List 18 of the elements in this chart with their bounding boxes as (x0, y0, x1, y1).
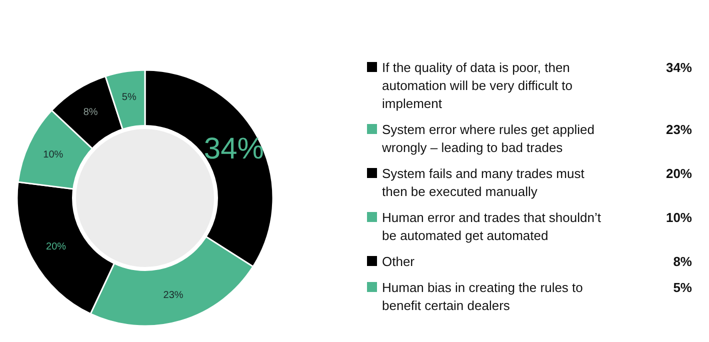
legend-label: Other (382, 254, 416, 269)
text: 10% (666, 210, 692, 225)
data-label: 10% (43, 149, 64, 160)
legend-label: Human bias in creating the rules to benefit certain dealers (382, 280, 583, 313)
data-label: 20% (46, 241, 66, 252)
legend-label: Human error and trades that shouldn’t be automated get automated (382, 210, 602, 243)
text: 5% (673, 280, 692, 295)
text: 34% (666, 60, 692, 75)
data-label: 5% (122, 92, 136, 104)
data-label: 34% (204, 132, 264, 166)
text: 23% (666, 122, 692, 137)
text: 8% (673, 254, 692, 269)
data-label: 8% (83, 106, 98, 118)
legend-label: System error where rules get applied wrongly – leading to bad trades (381, 122, 594, 155)
text: 20% (666, 166, 692, 181)
legend-label: If the quality of data is poor, then automation will be very difficult to implement (382, 60, 573, 111)
legend-label: System fails and many trades must then be executed manually (382, 166, 585, 199)
data-label: 23% (163, 290, 184, 301)
